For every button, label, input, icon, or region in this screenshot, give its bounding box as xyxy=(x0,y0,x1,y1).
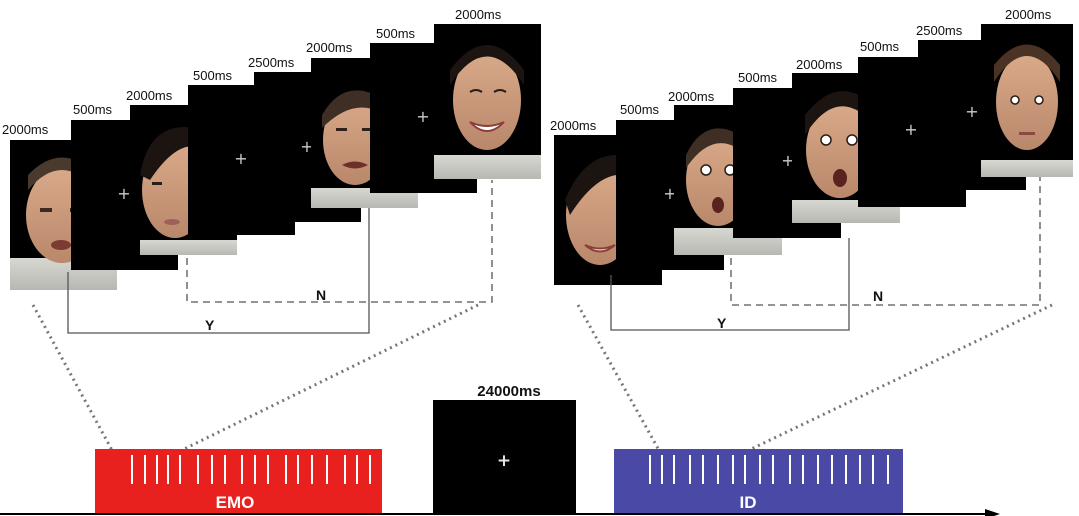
duration-label: 2000ms xyxy=(1005,7,1052,22)
time-axis-arrow-icon xyxy=(985,509,1000,516)
left-frame-8: 2000ms xyxy=(434,7,541,179)
fixation-cross: + xyxy=(416,107,429,126)
emo-block-label: EMO xyxy=(216,493,255,512)
yes-bracket xyxy=(610,238,850,331)
right-trial-sequence: 2000ms + 500ms 2000ms + 500ms xyxy=(550,7,1073,331)
fixation-cross: + xyxy=(300,137,313,156)
no-label: N xyxy=(316,287,326,303)
fixation-cross: + xyxy=(965,102,978,121)
id-block-label: ID xyxy=(740,493,757,512)
fixation-cross: + xyxy=(117,184,130,203)
duration-label: 2500ms xyxy=(916,23,963,38)
emo-trial-ticks xyxy=(131,455,371,484)
fixation-cross: + xyxy=(234,149,247,168)
fixation-cross: + xyxy=(663,184,676,203)
zoom-connectors xyxy=(31,303,1053,454)
duration-label: 500ms xyxy=(620,102,660,117)
rest-block-bar xyxy=(433,400,576,514)
fixation-cross: + xyxy=(781,151,794,170)
id-trial-ticks xyxy=(649,455,889,484)
duration-label: 500ms xyxy=(193,68,233,83)
no-bracket xyxy=(186,180,493,303)
fixation-cross: + xyxy=(497,451,511,471)
emo-block-bar xyxy=(95,449,382,514)
duration-label: 500ms xyxy=(73,102,113,117)
yes-bracket xyxy=(67,208,370,334)
connector-line xyxy=(177,303,479,454)
duration-label: 2000ms xyxy=(306,40,353,55)
duration-label: 2000ms xyxy=(455,7,502,22)
duration-label: 500ms xyxy=(738,70,778,85)
duration-label: 500ms xyxy=(860,39,900,54)
emo-block: EMO xyxy=(95,449,382,514)
right-frame-8: 2000ms xyxy=(981,7,1073,177)
duration-label: 2000ms xyxy=(2,122,49,137)
rest-block: + 24000ms xyxy=(433,383,576,514)
yes-label: Y xyxy=(717,315,727,331)
block-timeline: EMO + 24000ms ID xyxy=(0,383,1000,516)
left-trial-sequence: 2000ms + 500ms 2000ms + 500ms + xyxy=(2,7,541,334)
connector-line xyxy=(31,304,115,453)
duration-label: 500ms xyxy=(376,26,416,41)
fixation-cross: + xyxy=(904,120,917,139)
duration-label: 2000ms xyxy=(126,88,173,103)
yes-label: Y xyxy=(205,317,215,333)
duration-label: 2000ms xyxy=(796,57,843,72)
face-neutral-man xyxy=(981,44,1073,177)
no-bracket xyxy=(730,177,1041,306)
connector-line xyxy=(576,304,662,453)
duration-label: 2000ms xyxy=(550,118,597,133)
rest-duration-label: 24000ms xyxy=(477,383,540,400)
connector-line xyxy=(744,303,1053,454)
duration-label: 2000ms xyxy=(668,89,715,104)
face-happy-woman xyxy=(434,45,541,179)
id-block: ID xyxy=(614,449,903,514)
no-label: N xyxy=(873,288,883,304)
duration-label: 2500ms xyxy=(248,55,295,70)
